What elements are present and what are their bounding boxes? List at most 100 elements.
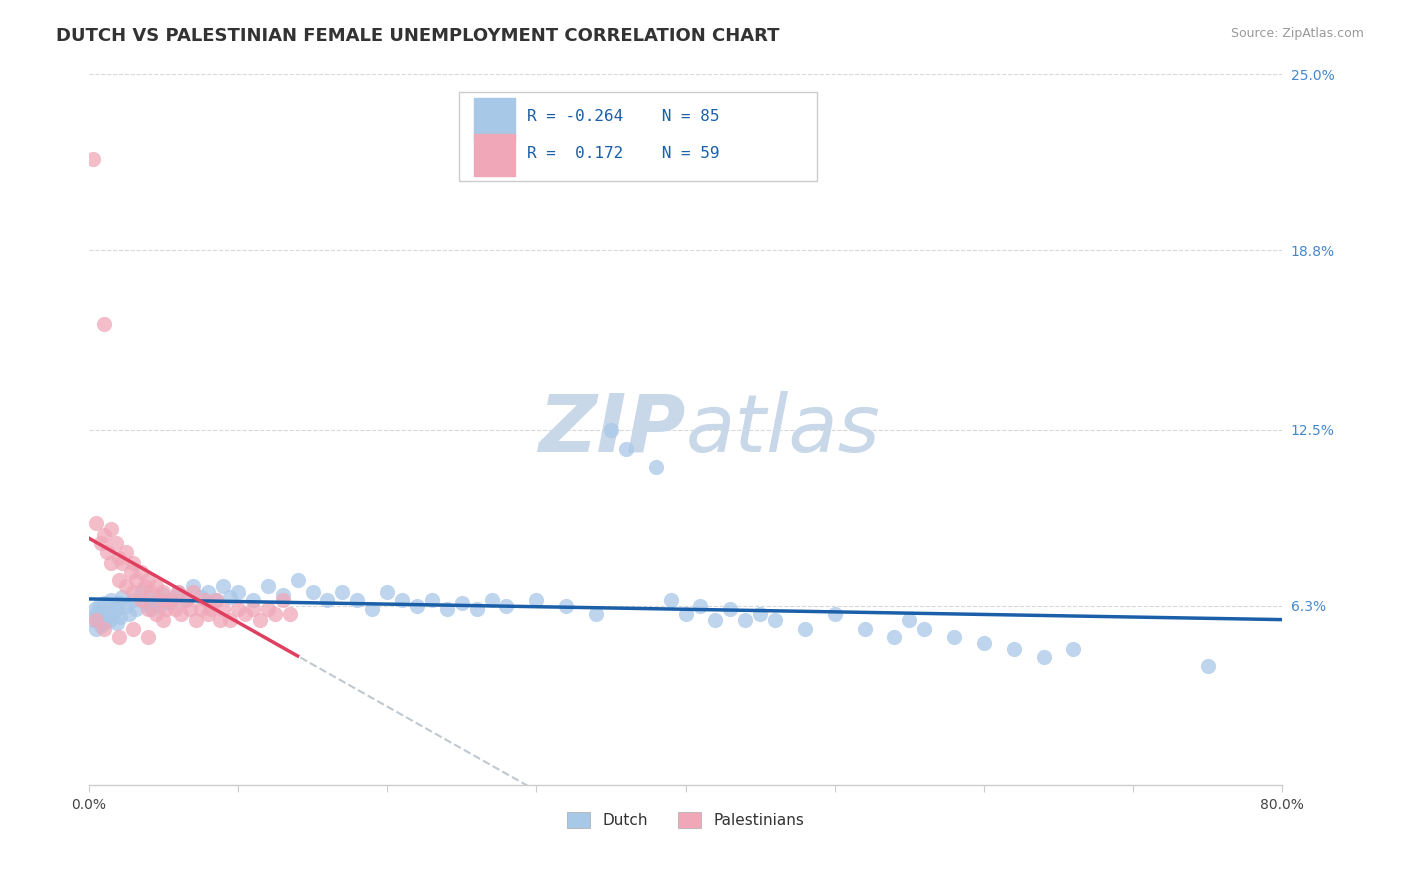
FancyBboxPatch shape (474, 97, 515, 140)
Point (110, 591, 132, 605)
Point (152, 584, 174, 599)
Point (134, 579, 156, 593)
Point (1062, 641, 1084, 656)
Point (91, 607, 114, 622)
Point (219, 613, 242, 627)
Point (495, 599, 517, 613)
Point (226, 601, 249, 615)
Point (90, 619, 112, 633)
Point (89, 599, 111, 613)
Point (375, 584, 398, 599)
Point (179, 601, 201, 615)
Point (208, 613, 231, 627)
Point (301, 584, 323, 599)
Point (149, 593, 172, 607)
Point (122, 584, 145, 599)
Point (141, 601, 163, 615)
Point (84, 607, 107, 622)
Point (165, 601, 187, 615)
Point (110, 556, 132, 570)
Point (149, 599, 172, 613)
Point (145, 593, 167, 607)
Point (200, 601, 222, 615)
Point (249, 613, 271, 627)
Point (122, 622, 145, 636)
Point (242, 593, 264, 607)
Point (406, 599, 429, 613)
Point (763, 613, 786, 627)
Point (98, 613, 121, 627)
Point (141, 584, 163, 599)
Point (264, 607, 287, 622)
Point (346, 593, 368, 607)
Point (120, 565, 142, 579)
Point (115, 545, 138, 559)
Point (84, 516, 107, 531)
Point (1032, 650, 1054, 665)
Point (332, 584, 354, 599)
Point (689, 599, 711, 613)
Point (100, 593, 122, 607)
Point (718, 601, 741, 615)
Point (853, 622, 876, 636)
Point (644, 459, 666, 474)
Point (212, 601, 235, 615)
Point (235, 607, 257, 622)
Point (436, 601, 458, 615)
Text: Source: ZipAtlas.com: Source: ZipAtlas.com (1230, 27, 1364, 40)
Point (219, 591, 242, 605)
Point (138, 591, 160, 605)
Point (138, 630, 160, 644)
Point (194, 593, 217, 607)
Point (204, 593, 226, 607)
Point (122, 556, 145, 570)
Point (943, 630, 966, 644)
Point (614, 442, 637, 457)
Point (86, 613, 108, 627)
Point (197, 584, 219, 599)
Point (82, 153, 104, 167)
Point (134, 596, 156, 610)
Point (104, 601, 127, 615)
Point (159, 593, 181, 607)
Point (129, 565, 152, 579)
Point (197, 607, 219, 622)
Point (107, 550, 129, 565)
Point (155, 601, 177, 615)
Point (181, 579, 204, 593)
Point (675, 607, 697, 622)
Point (883, 630, 905, 644)
Point (271, 593, 294, 607)
Point (107, 596, 129, 610)
Point (167, 584, 190, 599)
FancyBboxPatch shape (458, 92, 817, 181)
Point (93, 528, 115, 542)
Point (107, 630, 129, 644)
Point (118, 607, 141, 622)
Point (115, 599, 138, 613)
Point (912, 622, 935, 636)
Text: ZIP: ZIP (538, 391, 686, 468)
Point (93, 318, 115, 332)
Point (122, 593, 145, 607)
Point (174, 593, 197, 607)
Point (186, 613, 208, 627)
Point (898, 613, 921, 627)
Point (129, 593, 152, 607)
Point (97, 605, 120, 619)
Point (159, 596, 181, 610)
Point (100, 556, 122, 570)
Point (256, 601, 278, 615)
Point (129, 584, 152, 599)
Point (749, 607, 772, 622)
Point (226, 584, 249, 599)
Point (659, 593, 682, 607)
Point (138, 601, 160, 615)
Point (204, 593, 226, 607)
Point (793, 622, 815, 636)
Point (190, 591, 212, 605)
Text: R =  0.172    N = 59: R = 0.172 N = 59 (527, 146, 720, 161)
Point (361, 601, 384, 615)
Point (83, 601, 105, 615)
Point (1002, 641, 1025, 656)
